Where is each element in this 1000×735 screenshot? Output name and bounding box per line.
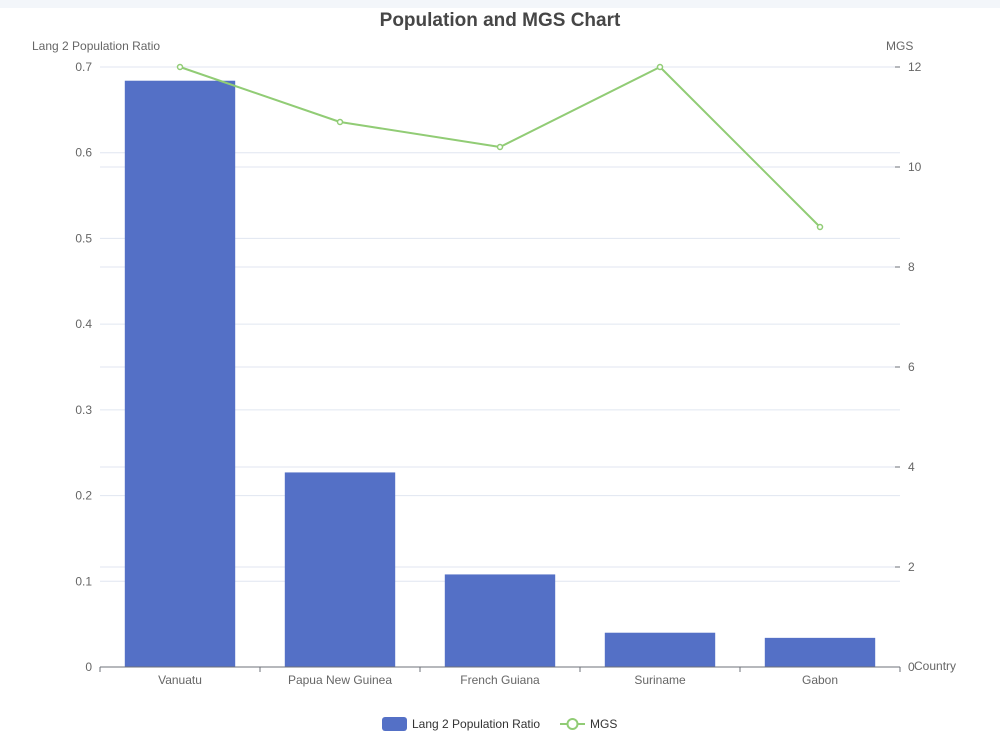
legend-label-population: Lang 2 Population Ratio [412, 717, 540, 731]
x-tick-label: French Guiana [460, 673, 540, 687]
y-tick-label: 0.2 [75, 489, 92, 503]
y2-tick-label: 2 [908, 560, 915, 574]
y2-tick-label: 6 [908, 360, 915, 374]
bar[interactable] [444, 574, 556, 667]
axes: 0 0.1 0.2 0.3 0.4 0.5 0.6 0.7 0 2 4 6 8 10 12 Vanuatu Pa… [75, 60, 921, 687]
top-strip [0, 0, 1000, 8]
y-tick-label: 0.4 [75, 317, 92, 331]
y-tick-label: 0.5 [75, 231, 92, 245]
mgs-point[interactable] [816, 223, 824, 231]
y-axis-label: Lang 2 Population Ratio [32, 39, 160, 53]
y2-tick-label: 10 [908, 160, 922, 174]
mgs-point[interactable] [496, 143, 504, 151]
y-tick-label: 0 [85, 660, 92, 674]
bar[interactable] [124, 80, 236, 667]
x-tick-label: Gabon [802, 673, 838, 687]
y-tick-label: 0.3 [75, 403, 92, 417]
y2-tick-label: 0 [908, 660, 915, 674]
x-tick-label: Papua New Guinea [288, 673, 392, 687]
y2-tick-label: 4 [908, 460, 915, 474]
mgs-point[interactable] [336, 118, 344, 126]
mgs-point[interactable] [656, 63, 664, 71]
bar[interactable] [284, 472, 396, 667]
y2-tick-label: 12 [908, 60, 922, 74]
legend-label-mgs: MGS [590, 717, 617, 731]
legend-item-mgs[interactable]: MGS [560, 717, 617, 731]
x-tick-label: Vanuatu [158, 673, 202, 687]
mgs-line [176, 63, 824, 231]
legend-item-population[interactable]: Lang 2 Population Ratio [382, 717, 540, 731]
mgs-point[interactable] [176, 63, 184, 71]
x-axis-label: Country [914, 659, 956, 673]
legend-swatch-bar [382, 717, 407, 731]
y2-tick-label: 8 [908, 260, 915, 274]
bar[interactable] [604, 632, 716, 667]
y-tick-label: 0.1 [75, 574, 92, 588]
y-tick-label: 0.6 [75, 146, 92, 160]
chart-title: Population and MGS Chart [380, 10, 621, 31]
legend: Lang 2 Population Ratio MGS [382, 717, 617, 731]
y2-axis-label: MGS [886, 39, 913, 53]
x-tick-label: Suriname [634, 673, 686, 687]
bars [124, 80, 876, 667]
y-tick-label: 0.7 [75, 60, 92, 74]
bar[interactable] [764, 637, 876, 667]
legend-swatch-marker [566, 718, 579, 730]
